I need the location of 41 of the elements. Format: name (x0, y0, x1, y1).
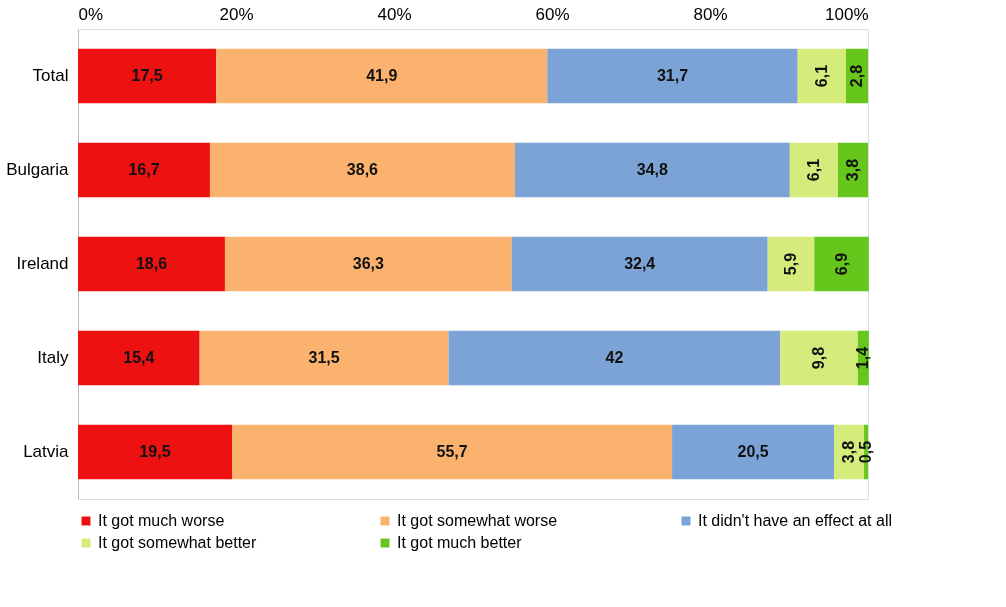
data-label: 20,5 (737, 443, 769, 460)
data-label: 19,5 (139, 443, 171, 460)
data-label: 0,5 (857, 440, 875, 464)
data-label: 42 (605, 349, 624, 366)
data-label: 6,1 (804, 158, 822, 182)
legend-label: It got somewhat better (98, 534, 257, 551)
y-tick-label: Ireland (16, 254, 69, 273)
y-tick-label: Italy (37, 348, 69, 367)
data-label: 18,6 (135, 255, 168, 272)
legend-label: It got somewhat worse (397, 512, 558, 529)
y-tick-label: Latvia (23, 442, 70, 461)
y-tick-label: Total (32, 66, 69, 85)
legend-label: It got much better (397, 534, 523, 551)
data-label: 9,8 (810, 346, 828, 370)
x-tick-label: 20% (219, 4, 254, 24)
data-label: 6,9 (832, 252, 850, 276)
data-label: 36,3 (352, 255, 384, 272)
x-tick-label: 80% (693, 4, 728, 24)
data-label: 31,5 (308, 349, 340, 366)
x-tick-label: 60% (535, 4, 570, 24)
data-label: 16,7 (128, 161, 160, 178)
data-label: 55,7 (436, 443, 468, 460)
y-tick-label: Bulgaria (6, 160, 70, 179)
data-label: 41,9 (366, 67, 398, 84)
x-tick-label: 40% (377, 4, 412, 24)
data-label: 32,4 (624, 255, 656, 272)
data-label: 3,8 (840, 440, 858, 464)
data-label: 31,7 (656, 67, 689, 84)
data-label: 5,9 (781, 252, 799, 276)
data-label: 2,8 (847, 64, 865, 88)
x-tick-label: 100% (825, 4, 869, 24)
data-label: 1,4 (854, 346, 872, 370)
legend-label: It got much worse (98, 512, 225, 529)
data-label: 17,5 (131, 67, 163, 84)
data-label: 38,6 (346, 161, 379, 178)
data-label: 15,4 (123, 349, 155, 366)
x-tick-label: 0% (78, 4, 104, 24)
data-label: 6,1 (812, 64, 830, 88)
data-label: 34,8 (636, 161, 668, 178)
legend-label: It didn't have an effect at all (698, 512, 892, 529)
data-label: 3,8 (843, 158, 861, 182)
